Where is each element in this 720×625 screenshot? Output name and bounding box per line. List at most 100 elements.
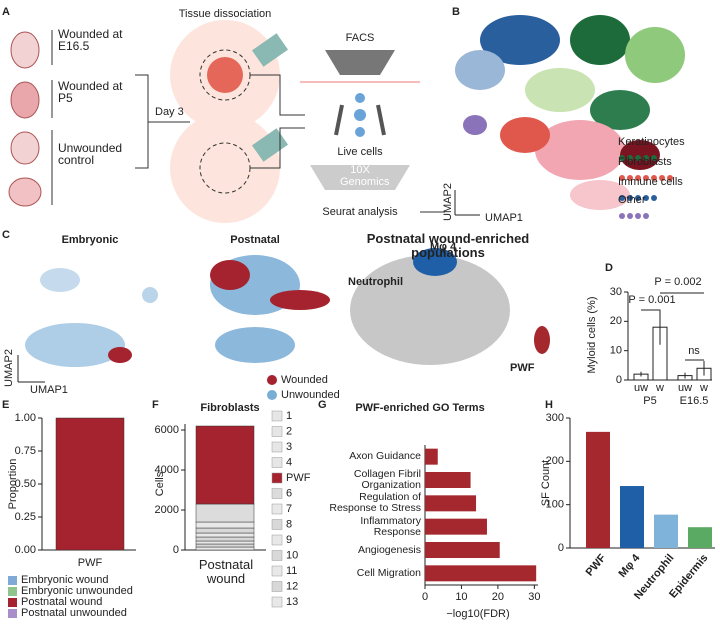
y-tick-label: 2000 bbox=[155, 504, 179, 516]
group-label: Wounded at E16.5 bbox=[58, 27, 123, 53]
bar-segment bbox=[195, 536, 255, 542]
y-axis-label: UMAP2 bbox=[3, 349, 15, 387]
x-tick-label: Mφ 4 bbox=[616, 551, 643, 579]
schematic-art bbox=[8, 20, 445, 223]
y-tick-label: 300 bbox=[546, 412, 564, 424]
x-axis-label: UMAP1 bbox=[30, 384, 68, 396]
group-label: Wounded at P5 bbox=[58, 79, 123, 105]
bar bbox=[425, 542, 500, 558]
legend-swatch bbox=[271, 596, 283, 608]
legend-swatch bbox=[271, 457, 283, 468]
x-tick-label: uw bbox=[678, 382, 692, 394]
y-tick-label: Axon Guidance bbox=[349, 450, 421, 463]
panel-label: G bbox=[318, 399, 327, 411]
bar-segment bbox=[55, 417, 125, 551]
legend-swatch bbox=[271, 550, 283, 561]
y-axis-label: SF Count bbox=[540, 460, 552, 506]
panel-label: F bbox=[152, 399, 159, 411]
y-tick-label: 4000 bbox=[155, 464, 179, 476]
panel-label: D bbox=[605, 262, 613, 274]
legend-label: 4 bbox=[286, 456, 292, 468]
panel-label: C bbox=[2, 229, 10, 241]
y-axis-label: Myloid cells (%) bbox=[586, 296, 598, 373]
legend-label: 7 bbox=[286, 503, 292, 515]
bar bbox=[620, 486, 644, 548]
bar-segment bbox=[195, 425, 255, 505]
x-tick-label: Postnatal wound bbox=[198, 557, 254, 586]
legend-label: Other bbox=[618, 194, 646, 206]
legend-swatch bbox=[8, 576, 17, 585]
y-tick-label: 20 bbox=[610, 315, 622, 327]
y-tick-label: 0.50 bbox=[15, 478, 36, 490]
y-tick-label: Cell Migration bbox=[356, 566, 421, 579]
bar bbox=[425, 518, 487, 535]
bar-segment bbox=[195, 503, 255, 523]
y-tick-label: 10 bbox=[610, 345, 622, 357]
legend-swatch bbox=[8, 587, 17, 596]
annotation: P = 0.002 bbox=[654, 276, 701, 288]
y-tick-label: Regulation of Response to Stress bbox=[329, 491, 421, 515]
genomics-label: 10X Genomics bbox=[340, 164, 390, 188]
annotation: P = 0.001 bbox=[628, 294, 675, 306]
x-tick-label: 30 bbox=[528, 591, 540, 603]
legend-label: Wounded bbox=[281, 374, 328, 386]
legend-label: 9 bbox=[286, 534, 292, 546]
bar-segment bbox=[195, 521, 255, 529]
panel-title: Postnatal bbox=[230, 234, 280, 246]
legend-label: 1 bbox=[286, 410, 292, 422]
y-tick-label: 1.00 bbox=[15, 412, 36, 424]
y-tick-label: 0.75 bbox=[15, 445, 36, 457]
legend-label: PWF bbox=[286, 472, 311, 484]
cluster-label: PWF bbox=[510, 362, 535, 374]
x-axis-label: −log10(FDR) bbox=[446, 608, 509, 620]
legend-label: 2 bbox=[286, 425, 292, 437]
cluster-label: Mφ 4 bbox=[430, 241, 457, 253]
panel-label: E bbox=[2, 399, 9, 411]
umap-c-art bbox=[17, 248, 550, 383]
bar-segment bbox=[195, 543, 255, 548]
legend-swatch bbox=[271, 519, 283, 530]
x-axis-label: UMAP1 bbox=[485, 212, 523, 224]
y-tick-label: 0.25 bbox=[15, 511, 36, 523]
y-tick-label: 0.00 bbox=[15, 544, 36, 556]
y-axis-label: Cells bbox=[154, 471, 166, 496]
x-tick-label: PWF bbox=[78, 557, 103, 569]
group-label: Unwounded control bbox=[58, 141, 123, 167]
x-tick-label: 0 bbox=[422, 591, 428, 603]
legend-label: 13 bbox=[286, 596, 298, 608]
legend-label: Postnatal unwounded bbox=[21, 607, 127, 619]
bar-segment bbox=[195, 546, 255, 551]
x-tick-label: w bbox=[655, 382, 664, 394]
bar bbox=[425, 448, 438, 465]
legend-label: Embryonic wound bbox=[21, 574, 108, 586]
legend-label: Fibroblasts bbox=[618, 156, 672, 168]
legend-swatch bbox=[271, 426, 283, 437]
y-tick-label: 0 bbox=[173, 544, 179, 556]
bar-segment bbox=[195, 540, 255, 545]
bar-segment bbox=[195, 527, 255, 534]
chart-title: PWF-enriched GO Terms bbox=[355, 402, 484, 414]
legend-swatch bbox=[271, 488, 283, 499]
cluster-label: Neutrophil bbox=[348, 276, 403, 288]
legend-swatch bbox=[8, 598, 17, 607]
legend-label: 11 bbox=[286, 565, 297, 577]
y-tick-label: Collagen Fibril Organization bbox=[353, 468, 421, 491]
x-tick-label: PWF bbox=[584, 552, 609, 579]
legend-label: 3 bbox=[286, 441, 292, 453]
y-tick-label: Angiogenesis bbox=[357, 543, 421, 556]
legend-swatch bbox=[271, 472, 283, 484]
panel-title: Embryonic bbox=[62, 234, 119, 246]
facs-label: FACS bbox=[346, 32, 375, 44]
legend-label: 8 bbox=[286, 518, 292, 530]
x-tick-label: 20 bbox=[492, 591, 504, 603]
x-tick-label: w bbox=[699, 382, 708, 394]
panel-title: Postnatal wound-enriched populations bbox=[366, 231, 530, 260]
legend-label: Embryonic unwounded bbox=[21, 585, 133, 597]
legend-label: 6 bbox=[286, 487, 292, 499]
y-tick-label: 30 bbox=[610, 286, 622, 298]
x-tick-label: 10 bbox=[455, 591, 467, 603]
panel-label: B bbox=[452, 6, 460, 18]
legend-swatch bbox=[271, 441, 283, 453]
